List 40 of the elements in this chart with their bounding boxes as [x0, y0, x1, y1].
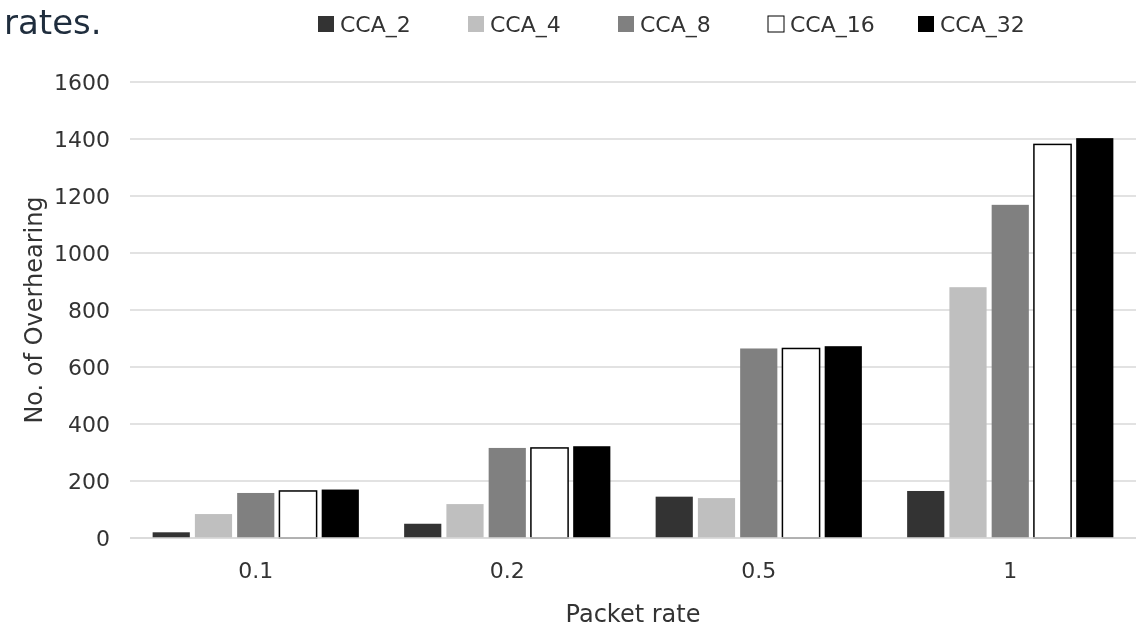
y-axis-title: No. of Overhearing — [20, 196, 48, 424]
bar — [488, 447, 526, 538]
y-tick-label: 1200 — [54, 183, 110, 209]
bar — [278, 490, 318, 539]
bar — [991, 204, 1029, 538]
y-tick-label: 600 — [68, 354, 110, 380]
y-tick-label: 1600 — [54, 69, 110, 95]
x-tick-label: 0.2 — [489, 558, 525, 583]
bar — [321, 489, 359, 538]
bar — [781, 347, 821, 539]
text: rates. — [4, 2, 102, 42]
bar — [194, 514, 233, 538]
legend-label: CCA_2 — [340, 11, 411, 38]
y-tick-label: 1000 — [54, 240, 110, 266]
bar — [697, 498, 736, 538]
bar — [1033, 143, 1072, 539]
x-tick-label: 1 — [1003, 558, 1018, 583]
legend-label: CCA_8 — [640, 11, 711, 38]
bar — [949, 287, 987, 538]
x-axis-title: Packet rate — [565, 600, 701, 628]
x-tick-label: 0.1 — [238, 558, 274, 583]
x-tick-label: 0.5 — [741, 558, 777, 583]
y-tick-label: 1400 — [54, 126, 110, 152]
bar — [1076, 138, 1114, 538]
legend-label: CCA_16 — [790, 11, 875, 38]
bar — [237, 492, 275, 538]
bar — [446, 504, 484, 538]
bar — [404, 523, 442, 538]
y-tick-label: 200 — [68, 468, 110, 494]
bar — [573, 446, 611, 538]
y-tick-label: 0 — [96, 525, 110, 551]
bar — [530, 447, 569, 539]
bar — [824, 346, 862, 538]
y-tick-label: 400 — [68, 411, 110, 437]
bar — [907, 490, 945, 538]
bar — [655, 496, 693, 538]
legend-label: CCA_4 — [490, 11, 561, 38]
bar — [740, 348, 778, 538]
y-tick-label: 800 — [68, 297, 110, 323]
legend-label: CCA_32 — [940, 11, 1025, 38]
